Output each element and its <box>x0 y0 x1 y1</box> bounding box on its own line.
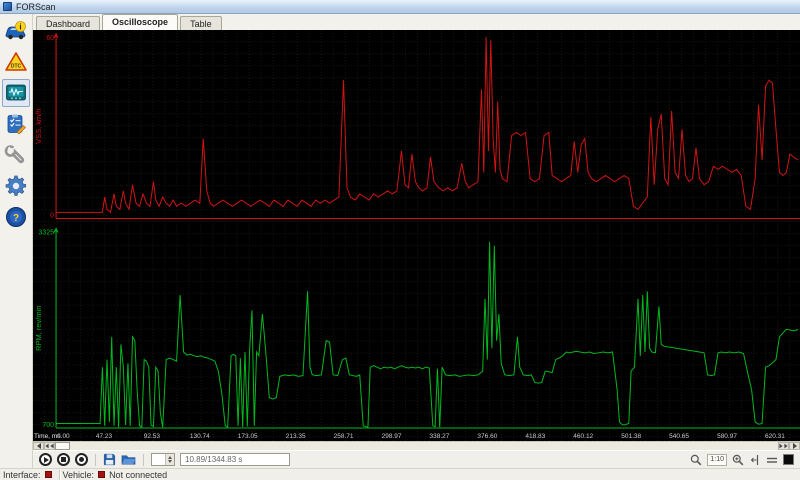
vehicle-label: Vehicle: <box>62 469 95 480</box>
window-title: FORScan <box>16 1 56 12</box>
scroll-left-fast-button[interactable] <box>44 442 55 450</box>
x-tick-label: 338.27 <box>430 433 450 440</box>
sidebar-item-tests[interactable] <box>2 110 30 138</box>
tab-oscilloscope[interactable]: Oscilloscope <box>102 14 179 30</box>
y-max-label-1: 3325 <box>38 230 54 237</box>
channel-label-1: RPM, rev/min <box>34 306 43 351</box>
x-tick-label: 298.97 <box>382 433 402 440</box>
y-min-label-1: 700 <box>42 422 54 429</box>
sidebar-item-vehicle-info[interactable]: i <box>2 17 30 45</box>
x-tick-label: 501.38 <box>621 433 641 440</box>
spinner-arrows[interactable] <box>165 454 174 465</box>
warning-triangle-icon: DTC <box>5 52 27 71</box>
stop-icon <box>61 457 66 462</box>
oscilloscope-icon <box>6 84 26 101</box>
svg-text:DTC: DTC <box>11 64 22 70</box>
tests-checklist-icon <box>7 114 26 135</box>
cursor-icon <box>750 454 759 465</box>
steering-wheel-help-icon: ? <box>6 207 26 227</box>
y-min-label-0: 0 <box>50 213 54 220</box>
sidebar-item-help[interactable]: ? <box>2 203 30 231</box>
x-tick-label: 580.97 <box>717 433 737 440</box>
measure-lines-button[interactable] <box>766 454 778 466</box>
x-tick-label: 92.53 <box>144 433 161 440</box>
wrench-icon <box>4 145 25 164</box>
stop-button[interactable] <box>57 453 70 466</box>
vehicle-status-indicator <box>98 471 106 478</box>
zoom-value-button[interactable] <box>732 454 744 466</box>
svg-text:?: ? <box>13 213 19 224</box>
tab-table[interactable]: Table <box>180 16 222 30</box>
oscilloscope-plot: 60 0 VSS, km/h 3325 700 RPM, rev/min Time, ms0… <box>33 30 800 441</box>
cursor-mode-button[interactable] <box>749 454 761 466</box>
channel-label-0: VSS, km/h <box>34 109 43 144</box>
svg-text:i: i <box>19 23 21 32</box>
open-button[interactable] <box>121 453 136 466</box>
time-axis-label: Time, ms <box>34 433 61 440</box>
scope-grid <box>33 30 800 441</box>
record-icon <box>79 457 84 462</box>
scroll-right-fast-button[interactable] <box>778 442 789 450</box>
time-position-display: 10.89/1344.83 s <box>180 453 290 466</box>
scroll-right-button[interactable] <box>789 442 800 450</box>
x-tick-label: 460.12 <box>573 433 593 440</box>
magnifier-plus-icon <box>732 454 744 465</box>
scrollbar-thumb[interactable] <box>55 442 70 450</box>
x-tick-label: 47.23 <box>96 433 113 440</box>
x-tick-label: 376.60 <box>477 433 497 440</box>
interface-status-indicator <box>44 471 52 478</box>
x-tick-label: 540.65 <box>669 433 689 440</box>
sidebar-item-service[interactable] <box>2 141 30 169</box>
save-icon <box>103 453 116 466</box>
sidebar-item-dtc[interactable]: DTC <box>2 48 30 76</box>
waveform-green <box>56 241 799 429</box>
gear-icon <box>5 175 27 196</box>
scroll-left-button[interactable] <box>33 442 44 450</box>
tab-bar: Dashboard Oscilloscope Table <box>33 14 800 30</box>
sample-step-spinner[interactable] <box>151 453 175 466</box>
magnifier-icon <box>691 454 702 465</box>
sidebar-item-configuration[interactable] <box>2 172 30 200</box>
sidebar-item-oscilloscope[interactable] <box>2 79 30 107</box>
x-tick-label: 418.83 <box>525 433 545 440</box>
waveform-red <box>56 37 799 214</box>
title-bar: FORScan <box>0 0 800 14</box>
app-icon <box>3 2 12 11</box>
interface-label: Interface: <box>3 469 41 480</box>
time-scrollbar[interactable] <box>33 441 800 450</box>
channel-color-swatch[interactable] <box>783 454 794 465</box>
scope-toolbar: 10.89/1344.83 s 1:10 <box>33 450 800 468</box>
y-max-label-0: 60 <box>46 35 54 42</box>
car-info-icon: i <box>5 21 26 40</box>
x-tick-label: 0.00 <box>57 433 70 440</box>
x-tick-label: 213.35 <box>286 433 306 440</box>
open-folder-icon <box>121 455 136 465</box>
play-button[interactable] <box>39 453 52 466</box>
sidebar: i DTC <box>0 14 33 468</box>
time-scale-value[interactable]: 1:10 <box>707 453 727 466</box>
lines-icon <box>767 457 777 463</box>
play-icon <box>43 456 49 463</box>
record-button[interactable] <box>75 453 88 466</box>
x-tick-label: 258.71 <box>334 433 354 440</box>
tab-dashboard[interactable]: Dashboard <box>36 16 101 30</box>
x-tick-label: 173.05 <box>238 433 258 440</box>
save-button[interactable] <box>103 453 116 466</box>
scrollbar-track[interactable] <box>70 442 778 450</box>
connection-status-text: Not connected <box>109 469 168 480</box>
zoom-time-button[interactable] <box>690 454 702 466</box>
x-tick-label: 130.74 <box>190 433 210 440</box>
x-tick-label: 620.31 <box>765 433 785 440</box>
status-bar: Interface: Vehicle: Not connected <box>0 468 800 480</box>
oscilloscope-canvas[interactable]: 60 0 VSS, km/h 3325 700 RPM, rev/min Time, ms 0… <box>33 30 800 441</box>
